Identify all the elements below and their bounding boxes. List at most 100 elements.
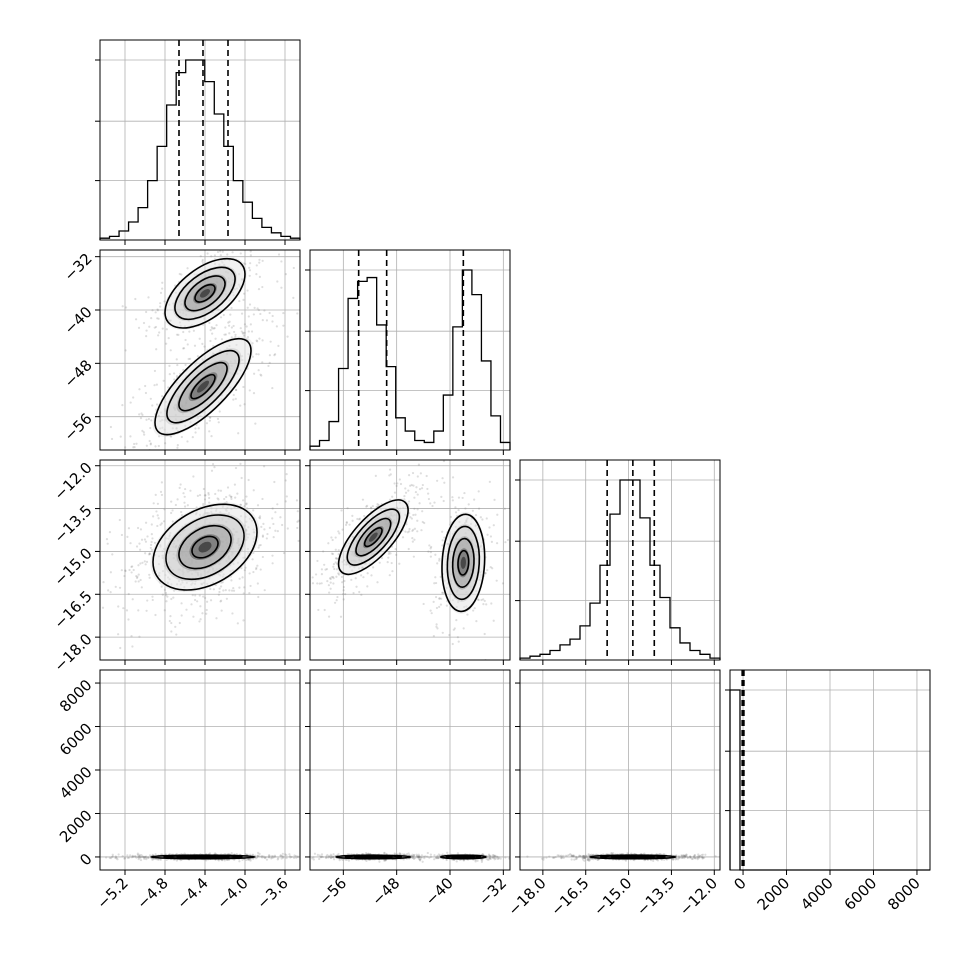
contour-level-3: [363, 855, 384, 859]
sample-point: [224, 333, 227, 336]
sample-point: [372, 566, 375, 569]
sample-point: [314, 573, 318, 576]
sample-point: [449, 515, 453, 519]
sample-point: [437, 856, 440, 860]
sample-point: [262, 855, 265, 858]
sample-point: [137, 564, 140, 567]
sample-point: [139, 856, 143, 859]
sample-point: [295, 499, 299, 502]
sample-point: [230, 579, 233, 582]
sample-point: [208, 430, 211, 433]
sample-point: [429, 853, 432, 856]
sample-point: [256, 851, 260, 855]
sample-point: [422, 602, 425, 606]
sample-point: [551, 856, 555, 859]
sample-point: [139, 528, 143, 531]
sample-point: [457, 640, 460, 643]
sample-point: [121, 305, 124, 308]
sample-point: [416, 855, 419, 858]
sample-point: [233, 223, 235, 225]
sample-point: [494, 854, 497, 857]
sample-point: [434, 595, 438, 599]
sample-point: [418, 488, 422, 491]
contour-level-1: [174, 266, 236, 321]
sample-point: [130, 635, 133, 638]
sample-point: [701, 856, 704, 859]
sample-point: [183, 852, 186, 855]
sample-point: [151, 853, 154, 856]
sample-point: [159, 468, 161, 470]
sample-point: [403, 495, 406, 498]
sample-point: [160, 585, 163, 588]
sample-point: [213, 254, 217, 257]
sample-point: [480, 858, 483, 861]
sample-point: [429, 502, 432, 505]
sample-point: [582, 854, 586, 857]
sample-point: [213, 466, 216, 469]
sample-point: [249, 584, 252, 588]
sample-point: [426, 851, 429, 855]
sample-point: [143, 560, 146, 563]
sample-point: [672, 858, 675, 861]
sample-point: [119, 646, 122, 650]
sample-point: [252, 489, 255, 492]
sample-point: [388, 574, 391, 577]
sample-point: [196, 355, 199, 358]
sample-point: [105, 457, 107, 459]
sample-point: [147, 553, 151, 556]
sample-point: [419, 859, 422, 862]
sample-point: [412, 528, 415, 531]
sample-point: [143, 857, 146, 861]
sample-point: [212, 327, 215, 330]
sample-point: [156, 514, 159, 517]
sample-point: [332, 565, 335, 568]
sample-point: [148, 552, 151, 555]
sample-point: [142, 321, 146, 325]
sample-point: [493, 855, 496, 858]
sample-point: [218, 587, 221, 590]
sample-point: [265, 537, 268, 540]
sample-point: [271, 855, 275, 858]
sample-point: [224, 326, 227, 329]
sample-point: [173, 378, 176, 381]
sample-point: [183, 501, 186, 504]
sample-point: [363, 514, 366, 518]
sample-point: [365, 851, 368, 855]
sample-point: [168, 619, 171, 623]
sample-point: [589, 854, 592, 857]
sample-point: [696, 855, 699, 858]
sample-point: [257, 353, 260, 356]
sample-point: [391, 570, 394, 573]
sample-point: [317, 303, 319, 305]
sample-point: [440, 597, 443, 600]
sample-point: [247, 330, 250, 333]
sample-point: [488, 857, 491, 860]
sample-point: [157, 317, 160, 320]
sample-point: [125, 609, 129, 612]
sample-point: [352, 591, 355, 595]
sample-point: [442, 460, 446, 463]
sample-point: [127, 618, 130, 621]
sample-point: [186, 504, 189, 507]
sample-point: [131, 854, 134, 857]
sample-point: [208, 419, 211, 422]
sample-point: [393, 482, 396, 485]
sample-point: [688, 855, 692, 858]
sample-point: [688, 856, 691, 859]
sample-point: [457, 508, 460, 512]
sample-point: [337, 852, 340, 856]
sample-point: [540, 857, 544, 860]
sample-point: [342, 598, 345, 601]
sample-point: [339, 615, 343, 618]
sample-point: [270, 857, 273, 860]
sample-point: [256, 307, 259, 310]
sample-point: [320, 855, 323, 859]
sample-point: [234, 388, 238, 391]
sample-point: [161, 593, 164, 596]
sample-point: [143, 856, 146, 859]
sample-point: [435, 855, 438, 859]
sample-point: [526, 855, 529, 858]
sample-point: [416, 475, 419, 478]
sample-point: [414, 490, 418, 494]
sample-point: [680, 854, 683, 857]
